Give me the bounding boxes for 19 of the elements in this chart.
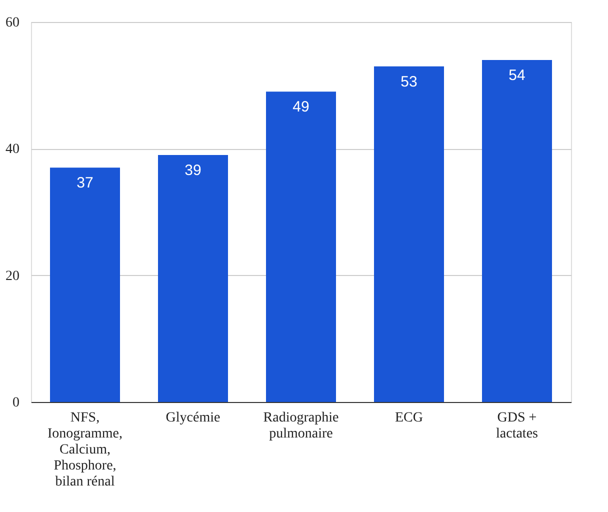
- x-tick-label: Glycémie: [166, 410, 220, 426]
- bar: [158, 155, 228, 402]
- data-label: 53: [400, 73, 418, 90]
- x-tick-label: NFS, Ionogramme, Calcium, Phosphore, bilan rénal: [47, 410, 123, 490]
- bar: [374, 66, 444, 402]
- x-tick-label: Radiographie pulmonaire: [263, 410, 339, 442]
- bar: [482, 60, 552, 402]
- y-tick-label: 60: [6, 16, 20, 30]
- y-tick-label: 40: [6, 142, 20, 158]
- y-tick-label: 20: [6, 268, 20, 284]
- data-label: 37: [76, 174, 94, 192]
- x-tick-label: GDS + lactates: [496, 410, 538, 442]
- data-label: 39: [184, 162, 202, 179]
- bar: [266, 92, 336, 402]
- x-tick-label: ECG: [395, 410, 423, 426]
- bar: [50, 168, 120, 402]
- data-label: 49: [292, 98, 310, 116]
- data-label: 54: [508, 67, 526, 84]
- y-tick-label: 0: [12, 396, 20, 410]
